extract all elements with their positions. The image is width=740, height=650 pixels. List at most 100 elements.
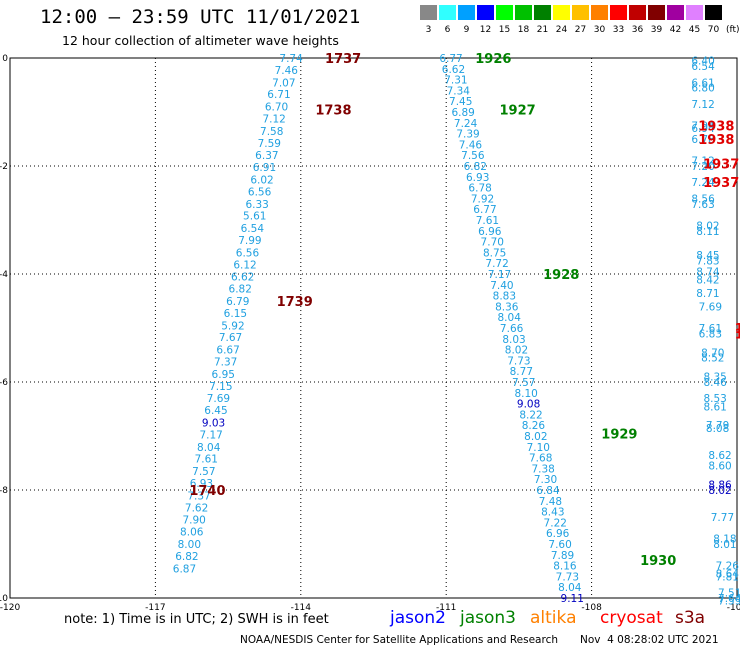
- data-point-jason3: 8.02: [505, 345, 528, 357]
- data-point-cryosat: 8.86: [708, 480, 732, 492]
- data-point-cryosat: 7.51: [718, 588, 740, 600]
- data-point-jason3: 8.04: [498, 312, 522, 324]
- track-label-s3a: 1739: [277, 295, 313, 310]
- data-point-cryosat: 8.02: [708, 485, 731, 497]
- data-point-cryosat: 8.01: [713, 539, 736, 551]
- data-point-cryosat: 8.64: [716, 569, 740, 581]
- data-point-jason3: 8.75: [483, 247, 506, 259]
- scale-label: 18: [517, 25, 530, 35]
- scale-label: 30: [593, 25, 606, 35]
- track-label-s3a: 1738: [315, 103, 351, 118]
- credit-text: NOAA/NESDIS Center for Satellite Applica…: [240, 634, 558, 646]
- chart-title: 12:00 — 23:59 UTC 11/01/2021: [40, 6, 361, 28]
- data-point-cryosat: 8.70: [701, 347, 724, 359]
- data-point-cryosat: 8.42: [696, 274, 719, 286]
- data-point-cryosat: 6.78: [691, 134, 714, 146]
- data-point-cryosat: 7.83: [696, 256, 719, 268]
- data-point-jason3: 8.10: [514, 388, 537, 400]
- data-point-s3a: 6.79: [226, 296, 249, 308]
- track-label-s3a: 1737: [325, 52, 361, 67]
- scale-label: 15: [498, 25, 511, 35]
- data-point-cryosat: 8.46: [703, 377, 727, 389]
- data-point-jason3: 6.96: [478, 226, 502, 238]
- data-point-s3a: 6.12: [233, 259, 256, 271]
- data-point-s3a: 7.90: [182, 515, 205, 527]
- data-point-cryosat: 6.40: [691, 56, 714, 68]
- data-point-jason3: 8.43: [541, 507, 564, 519]
- data-point-s3a: 8.06: [180, 527, 204, 539]
- track-label-cryosat: 1937: [703, 176, 739, 191]
- data-point-s3a: 7.07: [272, 77, 295, 89]
- data-point-jason3: 6.77: [439, 53, 462, 65]
- data-point-jason3: 8.77: [510, 366, 533, 378]
- data-point-s3a: 7.46: [275, 65, 299, 77]
- scale-swatch: [439, 5, 456, 20]
- data-point-s3a: 7.62: [185, 502, 208, 514]
- y-tick-label: -6: [0, 378, 8, 388]
- scale-label: 42: [669, 25, 682, 35]
- scale-swatch: [629, 5, 646, 20]
- data-point-jason3: 7.48: [539, 496, 562, 508]
- data-point-cryosat: 8.53: [703, 393, 726, 405]
- data-point-s3a: 6.82: [175, 551, 198, 563]
- data-point-jason3: 7.17: [488, 269, 511, 281]
- scale-label: 12: [479, 25, 492, 35]
- scale-label: 45: [688, 25, 701, 35]
- data-point-cryosat: 8.71: [696, 288, 719, 300]
- data-point-cryosat: 7.12: [691, 99, 714, 111]
- y-tick-label: -10: [0, 594, 8, 604]
- scale-label: 33: [612, 25, 625, 35]
- data-point-jason3: 7.70: [481, 237, 504, 249]
- track-label-jason3: 1926: [475, 52, 511, 67]
- data-point-cryosat: 7.81: [716, 571, 739, 583]
- track-label-cryosat: 1937: [735, 327, 740, 342]
- data-point-s3a: 7.57: [192, 466, 215, 478]
- scale-label: 24: [555, 25, 568, 35]
- data-point-cryosat: 8.02: [696, 220, 719, 232]
- data-point-jason3: 6.77: [473, 204, 496, 216]
- data-point-s3a: 9.03: [202, 418, 225, 430]
- data-point-jason3: 6.93: [466, 172, 489, 184]
- data-point-jason3: 7.10: [527, 442, 550, 454]
- x-tick-label: -117: [145, 603, 165, 610]
- data-point-s3a: 6.93: [190, 478, 213, 490]
- y-tick-label: 0: [2, 54, 8, 64]
- track-label-cryosat: 1938: [698, 133, 734, 148]
- scale-swatch: [458, 5, 475, 20]
- data-point-s3a: 6.56: [248, 186, 272, 198]
- data-point-cryosat: 7.61: [699, 323, 722, 335]
- data-point-cryosat: 7.59: [718, 596, 740, 608]
- data-point-s3a: 6.45: [204, 405, 227, 417]
- y-tick-label: -8: [0, 486, 8, 496]
- plot-frame: [9, 57, 738, 599]
- satellite-jason3: jason3: [460, 608, 516, 628]
- data-point-s3a: 5.61: [243, 211, 266, 223]
- scale-swatch: [591, 5, 608, 20]
- data-point-cryosat: 8.61: [703, 401, 726, 413]
- data-point-cryosat: 6.83: [699, 328, 722, 340]
- scale-swatch: [496, 5, 513, 20]
- data-point-jason3: 8.04: [558, 582, 582, 594]
- track-label-jason3: 1928: [543, 268, 579, 283]
- data-point-jason3: 8.03: [502, 334, 525, 346]
- scale-swatch: [572, 5, 589, 20]
- track-label-s3a: 1740: [189, 484, 225, 499]
- data-point-s3a: 7.12: [262, 113, 285, 125]
- scale-label: 6: [444, 25, 451, 35]
- data-point-cryosat: 8.45: [696, 250, 719, 262]
- scale-swatch: [477, 5, 494, 20]
- data-point-jason3: 8.22: [519, 409, 542, 421]
- x-tick-label: -105: [727, 603, 740, 610]
- data-point-s3a: 8.00: [178, 539, 201, 551]
- data-point-jason3: 8.83: [493, 291, 516, 303]
- scale-swatch: [420, 5, 437, 20]
- data-point-s3a: 7.15: [209, 381, 232, 393]
- data-point-cryosat: 7.79: [706, 420, 729, 432]
- data-point-jason3: 7.30: [534, 474, 557, 486]
- data-point-s3a: 7.99: [238, 235, 261, 247]
- data-point-cryosat: 6.94: [691, 123, 715, 135]
- satellite-jason2: jason2: [390, 608, 446, 628]
- data-point-s3a: 7.61: [195, 454, 218, 466]
- data-point-cryosat: 7.63: [691, 199, 714, 211]
- data-point-s3a: 5.92: [221, 320, 244, 332]
